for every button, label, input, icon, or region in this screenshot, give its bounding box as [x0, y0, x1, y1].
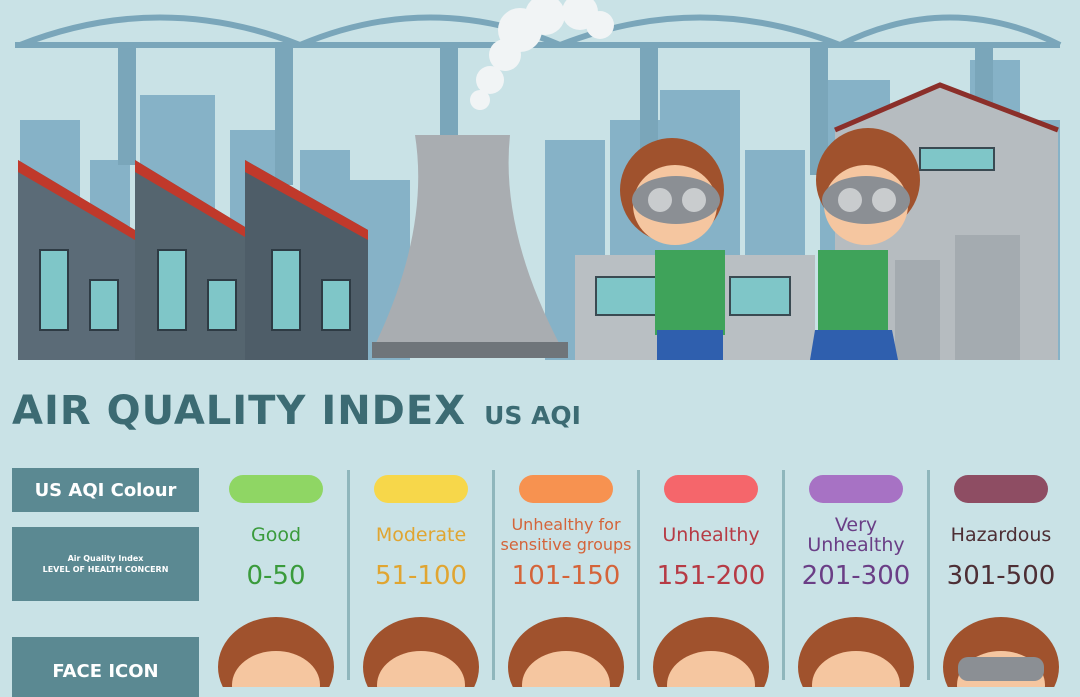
level-name: Hazardous [950, 524, 1052, 546]
colour-swatch [954, 475, 1048, 503]
row-label-face: FACE ICON [12, 637, 199, 697]
child-face-icon [218, 617, 334, 687]
colour-swatch [229, 475, 323, 503]
level-name: Good [250, 524, 302, 546]
child-face-icon [508, 617, 624, 687]
page-subtitle: US AQI [484, 401, 581, 430]
child-face-icon [798, 617, 914, 687]
row-label-concern-line1: Air Quality Index [67, 554, 144, 563]
level-name: Unhealthy [662, 524, 760, 546]
column-divider [927, 470, 930, 680]
level-name: Moderate [375, 524, 467, 546]
row-label-face-text: FACE ICON [52, 661, 159, 682]
row-label-colour: US AQI Colour [12, 468, 199, 512]
column-divider [492, 470, 495, 680]
row-label-colour-text: US AQI Colour [34, 479, 177, 501]
child-face-icon [653, 617, 769, 687]
page-title: AIR QUALITY INDEX [12, 388, 467, 434]
level-range: 301-500 [946, 561, 1056, 591]
aqi-level-moderate: Moderate 51-100 [351, 475, 491, 591]
level-range: 151-200 [656, 561, 766, 591]
aqi-level-unhealthy: Unhealthy 151-200 [641, 475, 781, 591]
colour-swatch [374, 475, 468, 503]
level-range: 0-50 [246, 561, 306, 591]
row-label-concern-line2: LEVEL OF HEALTH CONCERN [42, 565, 169, 574]
level-range: 101-150 [511, 561, 621, 591]
level-name: Very Unhealthy [807, 514, 905, 556]
level-name: Unhealthy for sensitive groups [500, 515, 632, 554]
level-range: 51-100 [374, 561, 468, 591]
colour-swatch [519, 475, 613, 503]
colour-swatch [809, 475, 903, 503]
pollution-scene-illustration [15, 0, 1062, 360]
column-divider [347, 470, 350, 680]
aqi-level-good: Good 0-50 [206, 475, 346, 591]
row-label-concern: Air Quality Index LEVEL OF HEALTH CONCER… [12, 527, 199, 601]
column-divider [782, 470, 785, 680]
colour-swatch [664, 475, 758, 503]
column-divider [637, 470, 640, 680]
gas-mask-icon [943, 617, 1059, 687]
aqi-level-hazardous: Hazardous 301-500 [931, 475, 1071, 591]
level-range: 201-300 [801, 561, 911, 591]
aqi-level-usg: Unhealthy for sensitive groups 101-150 [496, 475, 636, 591]
header: AIR QUALITY INDEX US AQI [12, 388, 581, 434]
aqi-level-very-unhealthy: Very Unhealthy 201-300 [786, 475, 926, 591]
child-face-icon [363, 617, 479, 687]
